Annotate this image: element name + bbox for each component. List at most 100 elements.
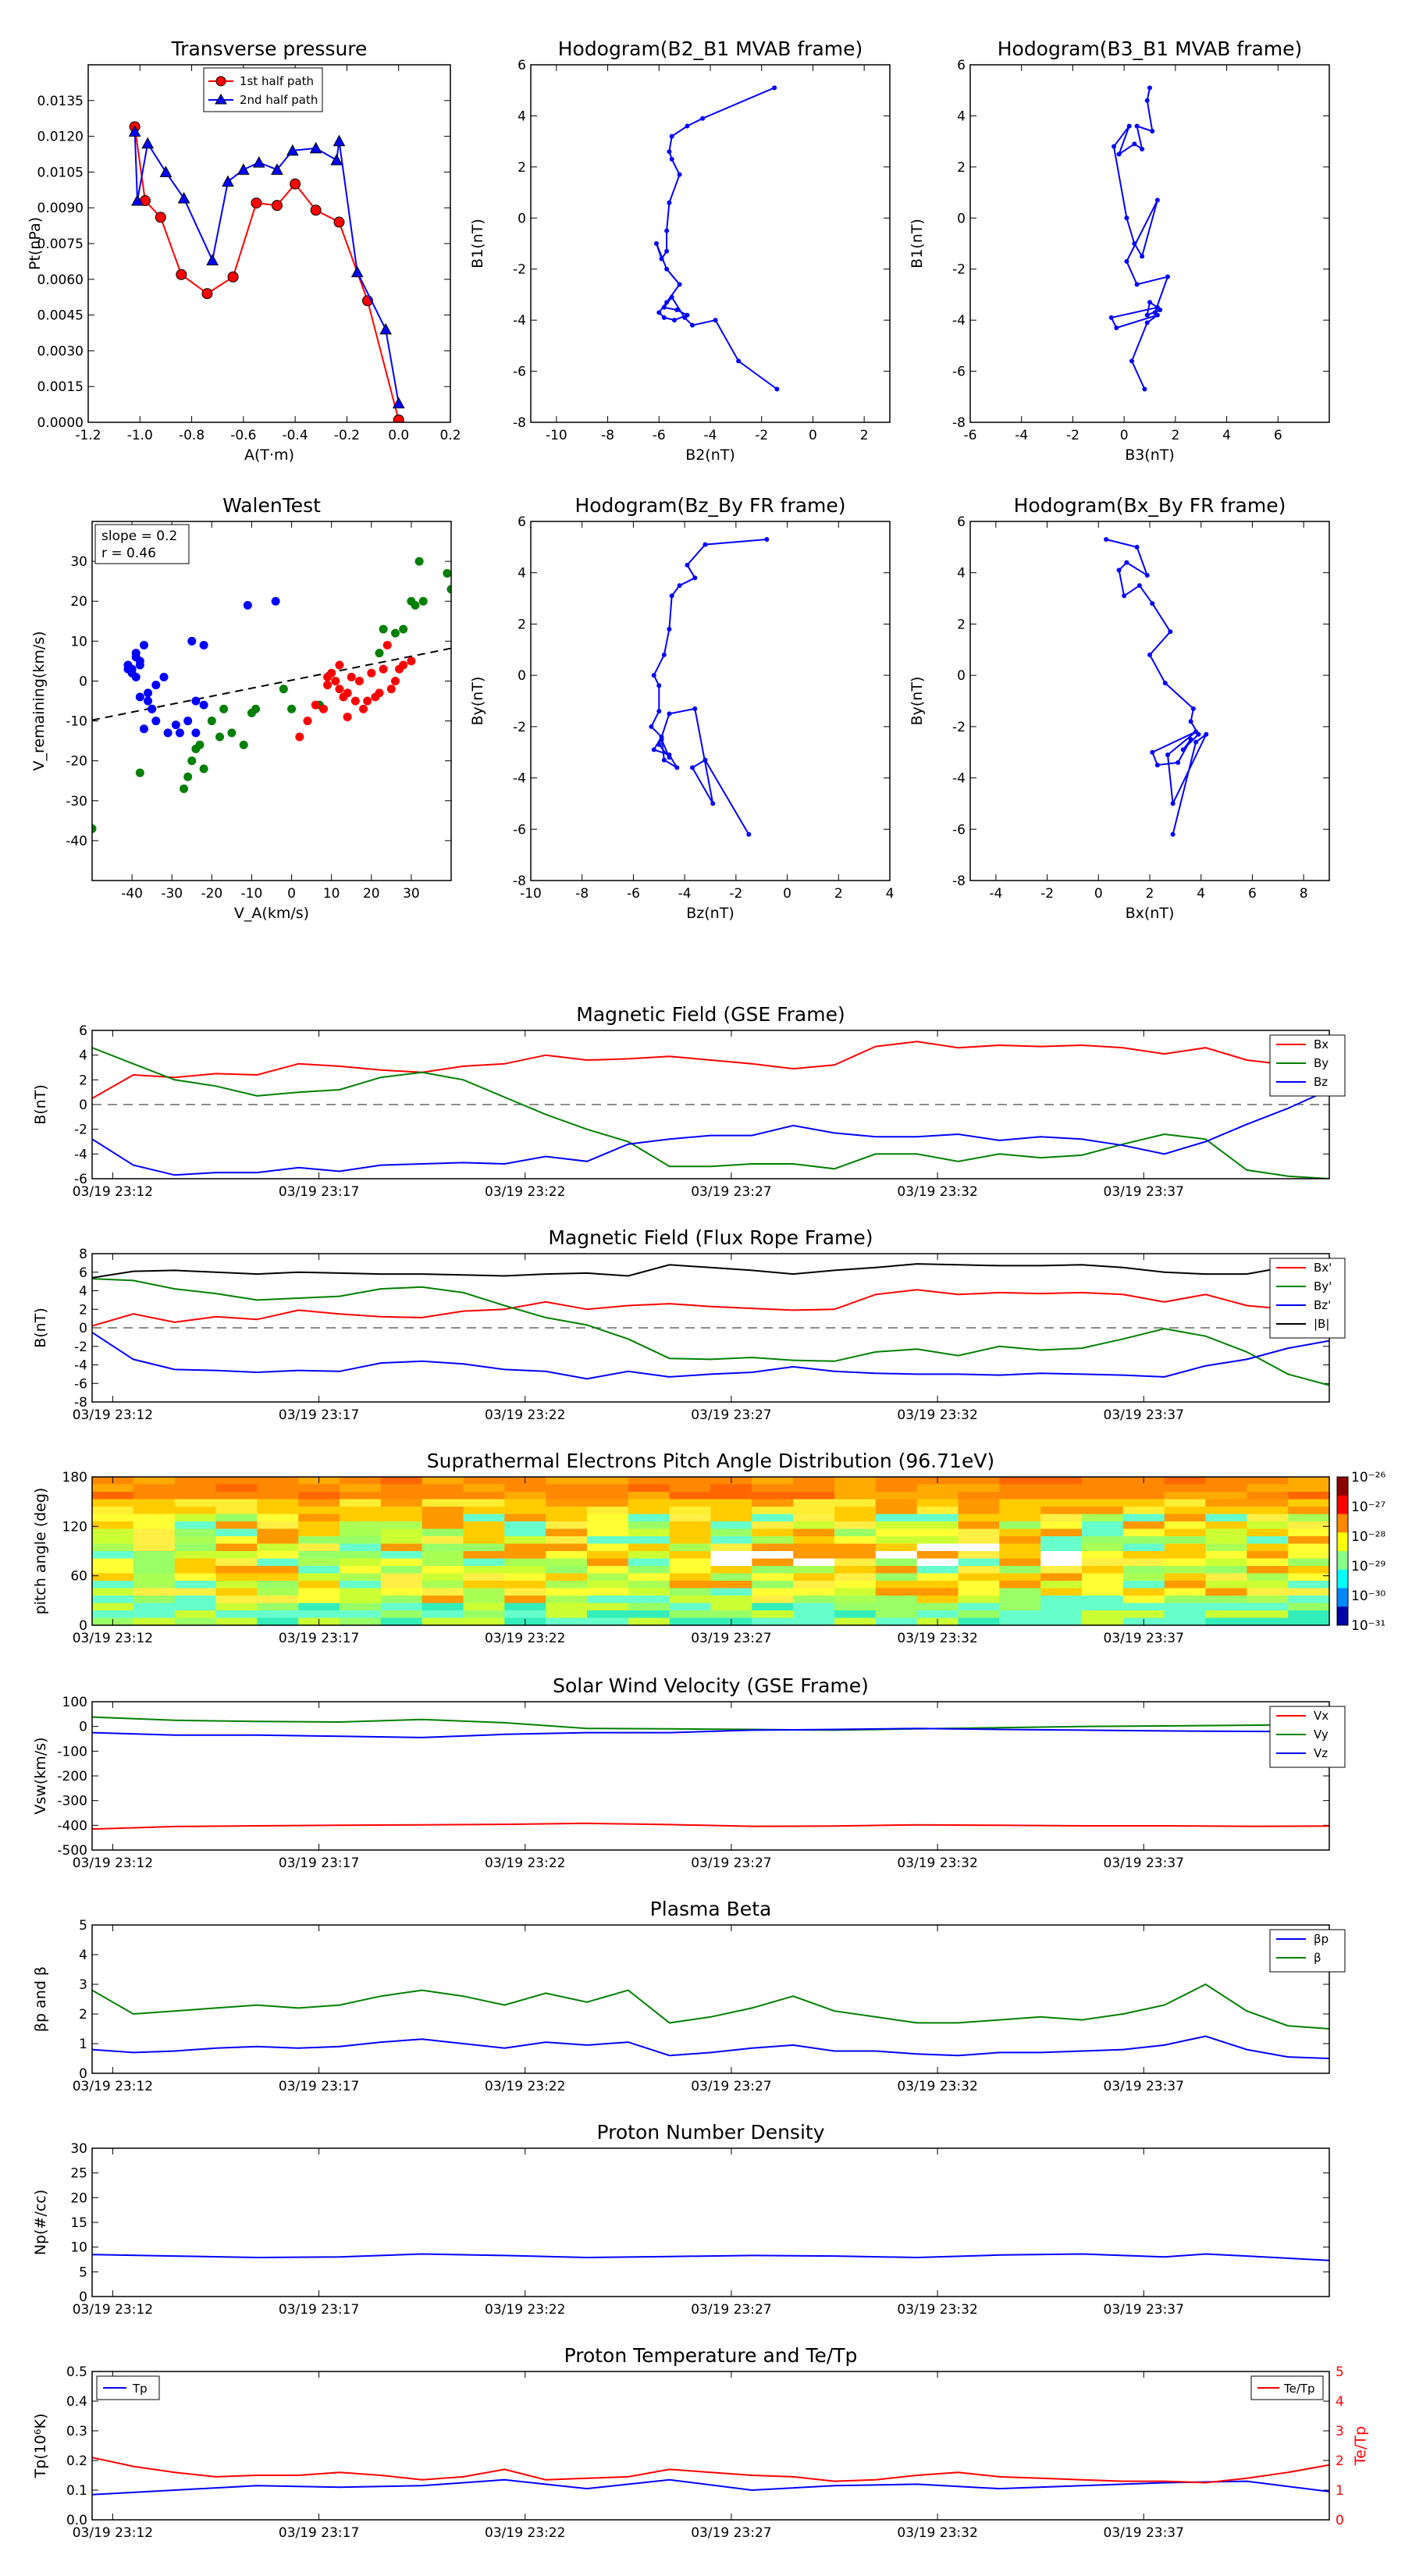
data-point xyxy=(651,673,656,678)
heatmap-cell xyxy=(916,1566,959,1574)
heatmap-cell xyxy=(793,1617,835,1626)
scatter-point xyxy=(199,764,208,774)
heatmap-cell xyxy=(257,1610,299,1619)
heatmap-cell xyxy=(710,1558,752,1567)
annotation-r: r = 0.46 xyxy=(101,546,156,561)
heatmap-cell xyxy=(504,1558,546,1567)
data-point xyxy=(1134,123,1140,129)
scatter-point xyxy=(207,717,216,726)
y-tick-label: -6 xyxy=(74,1376,87,1392)
heatmap-cell xyxy=(92,1610,134,1619)
heatmap-cell xyxy=(340,1566,382,1574)
legend-label: 2nd half path xyxy=(240,93,318,107)
heatmap-cell xyxy=(710,1573,752,1582)
legend-label: Bz' xyxy=(1314,1298,1331,1312)
heatmap-cell xyxy=(504,1528,546,1537)
heatmap-cell xyxy=(298,1603,340,1611)
heatmap-cell xyxy=(1205,1536,1247,1545)
heatmap-cell xyxy=(752,1536,794,1545)
heatmap-cell xyxy=(257,1514,299,1522)
heatmap-cell xyxy=(1205,1507,1247,1515)
heatmap-cell xyxy=(834,1617,877,1626)
heatmap-cell xyxy=(793,1484,835,1493)
heatmap-cell xyxy=(1247,1617,1289,1626)
heatmap-cell xyxy=(1288,1551,1330,1560)
heatmap-cell xyxy=(504,1499,546,1507)
heatmap-cell xyxy=(1164,1558,1207,1567)
heatmap-cell xyxy=(298,1558,340,1567)
heatmap-cell xyxy=(1288,1514,1330,1522)
heatmap-cell xyxy=(958,1514,1000,1522)
data-point xyxy=(692,706,698,711)
heatmap-cell xyxy=(1122,1581,1165,1589)
heatmap-cell xyxy=(710,1514,752,1522)
y-tick-label: 2 xyxy=(957,617,966,632)
x-tick-label: 4 xyxy=(1197,886,1205,902)
y-tick-label: -2 xyxy=(952,720,966,735)
heatmap-cell xyxy=(752,1499,794,1507)
heatmap-cell xyxy=(834,1536,877,1545)
heatmap-cell xyxy=(1164,1551,1207,1560)
heatmap-cell xyxy=(1205,1566,1247,1574)
heatmap-cell xyxy=(1164,1588,1207,1596)
data-point xyxy=(1132,141,1137,147)
data-point xyxy=(1124,258,1129,264)
heatmap-cell xyxy=(1247,1573,1289,1582)
heatmap-cell xyxy=(215,1551,258,1560)
data-layer xyxy=(92,557,451,834)
data-point xyxy=(252,156,265,168)
heatmap-cell xyxy=(1082,1521,1124,1530)
scatter-point xyxy=(359,704,368,713)
y-axis-label: Tp(10⁶K) xyxy=(32,2414,49,2479)
scatter-point xyxy=(446,585,451,594)
chart-title: Plasma Beta xyxy=(650,1898,772,1920)
heatmap-cell xyxy=(875,1573,918,1582)
heatmap-cell xyxy=(1082,1499,1124,1507)
heatmap-cell xyxy=(1040,1573,1083,1582)
x-tick-label: -20 xyxy=(201,886,222,902)
x-tick-label: -1.0 xyxy=(127,428,153,443)
x-tick-label: 03/19 23:32 xyxy=(897,2302,977,2318)
heatmap-cell xyxy=(916,1543,959,1552)
scatter-point xyxy=(399,624,408,634)
heatmap-cell xyxy=(1205,1492,1247,1500)
x-tick-label: 0 xyxy=(783,886,791,902)
data-point xyxy=(664,300,670,305)
heatmap-cell xyxy=(133,1566,176,1574)
y-tick-label: 5 xyxy=(79,2265,87,2280)
heatmap-cell xyxy=(463,1617,505,1626)
y-tick-label: 8 xyxy=(79,1247,87,1262)
y-tick-label: -6 xyxy=(513,365,526,380)
x-tick-label: 0 xyxy=(809,428,817,443)
heatmap-cell xyxy=(257,1551,299,1560)
heatmap-cell xyxy=(1247,1528,1289,1537)
data-point xyxy=(1147,85,1152,91)
heatmap-cell xyxy=(1122,1543,1165,1552)
heatmap-cell xyxy=(752,1492,794,1500)
heatmap-cell xyxy=(628,1477,670,1485)
x-axis-label: A(T·m) xyxy=(244,447,294,464)
heatmap-cell xyxy=(1288,1617,1330,1626)
data-point xyxy=(690,765,695,770)
y-tick-label: 60 xyxy=(70,1569,87,1585)
scatter-point xyxy=(287,704,297,713)
heatmap-cell xyxy=(875,1596,918,1604)
scatter-point xyxy=(271,596,280,606)
scatter-point xyxy=(151,717,161,726)
x-tick-label: 6 xyxy=(1248,886,1257,902)
heatmap-cell xyxy=(1288,1566,1330,1574)
data-point xyxy=(201,288,213,300)
heatmap-cell xyxy=(422,1617,464,1626)
series-line-bzby xyxy=(650,539,767,835)
y-tick-label: 25 xyxy=(70,2166,87,2182)
heatmap-cell xyxy=(340,1588,382,1596)
heatmap-cell xyxy=(1288,1507,1330,1515)
data-point xyxy=(656,709,662,714)
heatmap-cell xyxy=(916,1581,959,1589)
heatmap-cell xyxy=(380,1528,423,1537)
heatmap-cell xyxy=(710,1528,752,1537)
y-axis-label: Pt(nPa) xyxy=(27,217,44,270)
heatmap-cell xyxy=(92,1499,134,1507)
heatmap-cell xyxy=(380,1588,423,1596)
heatmap-cell xyxy=(834,1581,877,1589)
